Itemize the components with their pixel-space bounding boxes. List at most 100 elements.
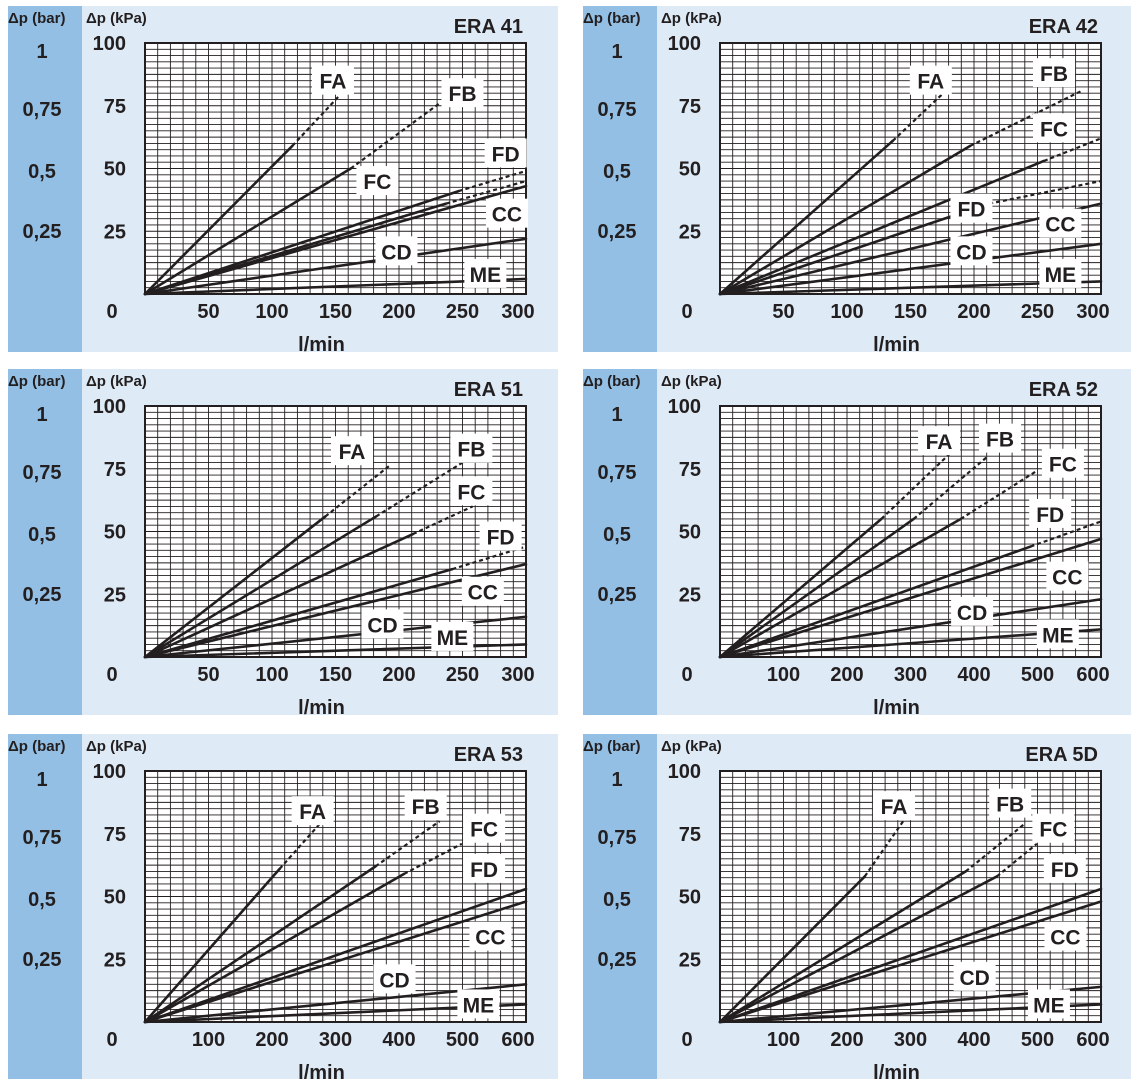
series-label-me: ME [1039,258,1082,288]
curve-fd-solid [143,887,528,1024]
series-label-cc: CC [469,921,512,951]
series-label-box [1039,208,1082,238]
curve-fb-solid [143,167,353,296]
series-label-box [463,853,506,883]
series-fc [718,842,1038,1024]
series-label-fb: FB [404,791,447,821]
series-label-box [1033,113,1076,143]
series-label-text: CC [475,927,505,950]
series-label-box [291,796,334,826]
series-label-text: FC [1040,118,1068,141]
curve-fa-solid [718,139,895,296]
series-label-box [1036,619,1079,649]
series-label-box [1039,258,1082,288]
curve-fd-solid [718,202,991,296]
series-label-fb: FB [989,788,1032,818]
series-cc [718,900,1103,1024]
plot-frame [719,770,1102,1023]
series-label-text: CC [1052,567,1082,590]
x-axis-label: l/min [298,334,345,356]
y-axis-label: Δp (kPa) [86,373,147,390]
x-tick-label: 100 [255,301,288,323]
chart-title: ERA 5D [1025,744,1098,766]
series-fa [143,94,341,296]
series-label-box [1044,921,1087,951]
series-label-text: FC [1049,454,1077,477]
curve-fc-dashed [412,505,474,536]
curve-fc-dashed [1043,137,1102,162]
series-fb [718,822,1026,1024]
y-tick-label: 50 [104,887,126,909]
curve-cd-solid [143,237,528,296]
bar-axis-strip [583,369,657,715]
x-tick-label: 300 [501,664,534,686]
series-label-text: FA [299,801,326,824]
series-fd [718,179,1102,296]
curve-cd-solid [718,242,1103,296]
curve-fb-dashed [912,455,989,520]
series-label-text: FB [449,83,477,106]
plot-frame [719,42,1102,295]
bar-tick-label: 0,5 [28,889,56,911]
series-label-text: CD [959,967,989,990]
series-label-text: FA [881,796,908,819]
series-label-box [950,193,993,223]
series-me [143,277,528,296]
series-label-fc: FC [1033,113,1076,143]
curve-fa-dashed [291,94,341,147]
x-tick-label: 250 [446,301,479,323]
x-axis-label: l/min [873,697,920,719]
x-tick-label: 50 [197,664,219,686]
series-label-box [356,166,399,196]
y-tick-label: 100 [668,33,701,55]
series-label-text: FA [926,431,953,454]
x-tick-label: 250 [1021,301,1054,323]
bar-axis-strip [583,6,657,352]
y-tick-label: 25 [679,949,701,971]
bar-axis-strip [583,734,657,1079]
series-label-text: CC [468,582,498,605]
curve-fa-dashed [891,87,950,142]
series-label-me: ME [457,989,500,1019]
x-tick-label: 300 [894,1029,927,1051]
series-label-box [485,198,528,228]
bar-tick-label: 1 [611,404,622,426]
series-label-box [1029,498,1072,528]
bar-axis-label: Δp (bar) [583,373,640,390]
chart-title: ERA 41 [454,16,523,38]
y-tick-label: 25 [679,221,701,243]
bar-tick-label: 1 [36,404,47,426]
x-tick-label: 100 [830,301,863,323]
x-tick-label: 400 [957,1029,990,1051]
x-tick-label: 50 [772,301,794,323]
series-fc [143,842,463,1024]
series-cc [718,202,1103,296]
series-label-box [1043,853,1086,883]
series-label-box [361,609,404,639]
curve-cc-solid [718,202,1103,296]
bar-tick-label: 0,75 [23,827,62,849]
x-tick-label: 300 [1076,301,1109,323]
x-tick-label: 0 [106,664,117,686]
curve-fa-solid [143,515,327,659]
x-tick-label: 200 [382,664,415,686]
series-cc [718,537,1103,659]
y-tick-label: 25 [104,221,126,243]
series-label-text: FD [957,199,985,222]
curve-fb-dashed [374,820,441,868]
series-label-box [404,791,447,821]
y-tick-label: 25 [679,584,701,606]
series-label-text: FD [470,859,498,882]
series-label-text: ME [1045,264,1077,287]
bar-tick-label: 0,75 [598,462,637,484]
series-label-fc: FC [1032,813,1075,843]
curve-fa-solid [718,875,867,1024]
series-label-fd: FD [1029,498,1072,528]
series-fd [718,887,1103,1024]
curve-fa-solid [718,517,883,659]
x-axis-label: l/min [298,697,345,719]
curve-fa-dashed [863,815,908,878]
series-label-box [979,423,1022,453]
series-label-fc: FC [1041,448,1084,478]
series-label-text: CD [379,969,409,992]
